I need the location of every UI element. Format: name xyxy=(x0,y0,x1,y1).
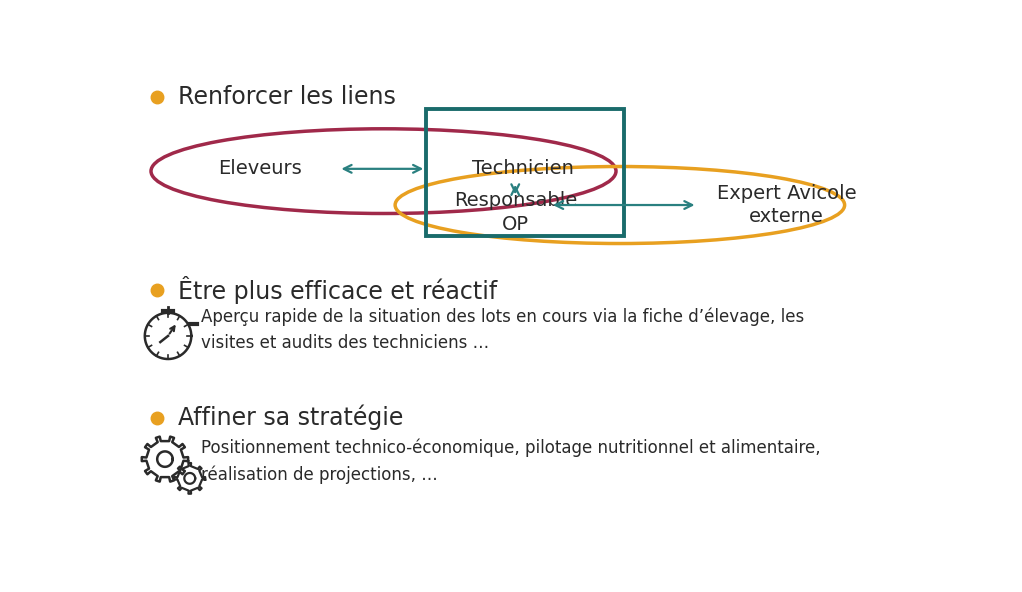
Text: Responsable
OP: Responsable OP xyxy=(454,191,576,234)
Text: Être plus efficace et réactif: Être plus efficace et réactif xyxy=(178,276,498,304)
Text: Positionnement technico-économique, pilotage nutritionnel et alimentaire,
réalis: Positionnement technico-économique, pilo… xyxy=(201,438,821,484)
Bar xyxy=(426,109,623,236)
Text: Affiner sa stratégie: Affiner sa stratégie xyxy=(178,405,404,430)
Text: Eleveurs: Eleveurs xyxy=(218,159,301,178)
Text: Aperçu rapide de la situation des lots en cours via la fiche d’élevage, les
visi: Aperçu rapide de la situation des lots e… xyxy=(201,307,804,352)
Text: Technicien: Technicien xyxy=(472,159,574,178)
Text: Renforcer les liens: Renforcer les liens xyxy=(178,85,396,109)
Text: Expert Avicole
externe: Expert Avicole externe xyxy=(716,184,856,226)
